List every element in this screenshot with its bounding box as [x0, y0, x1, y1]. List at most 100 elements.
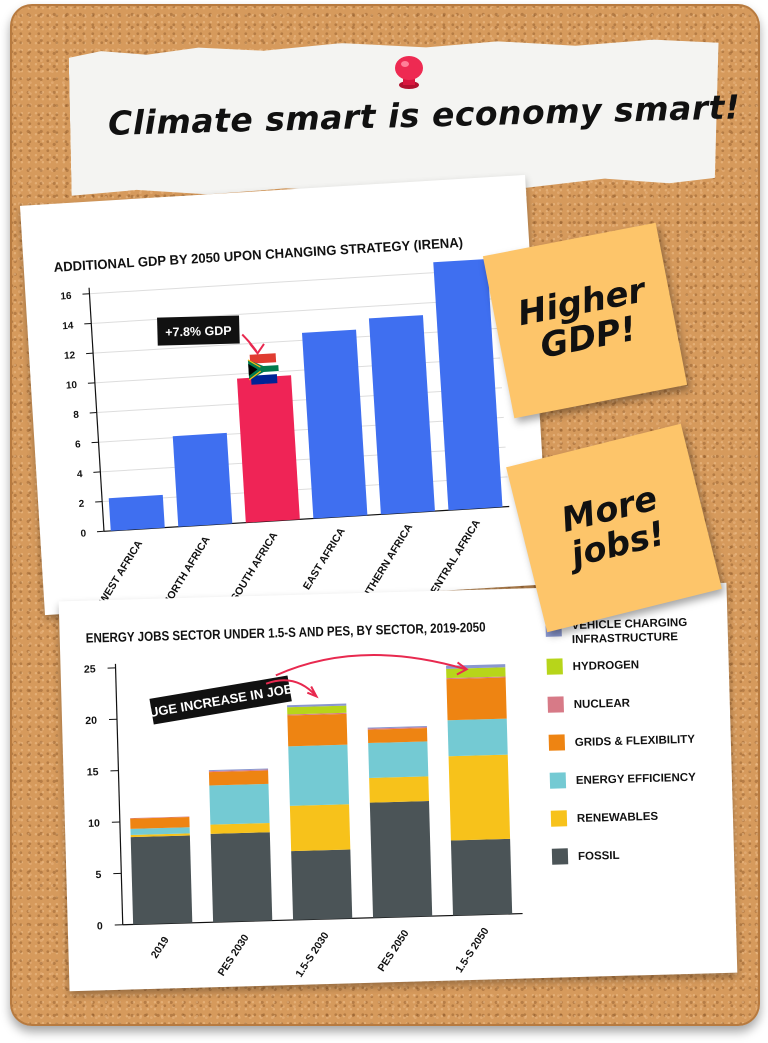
jobs-legend-label: GRIDS & FLEXIBILITY: [575, 734, 696, 749]
jobs-legend-swatch: [547, 696, 564, 713]
jobs-category-label: 2019: [149, 934, 172, 960]
jobs-bar-segment: [210, 822, 270, 834]
flag-black-triangle: [248, 363, 258, 376]
gdp-gridline: [96, 387, 502, 414]
gdp-ytick-label: 8: [73, 410, 80, 421]
jobs-category-label: 1.5-S 2030: [293, 930, 331, 980]
jobs-ytick-label: 10: [88, 818, 100, 830]
gdp-bar: [368, 315, 435, 515]
jobs-bar-segment: [209, 783, 270, 825]
jobs-category-label: PES 2050: [376, 928, 412, 974]
jobs-bar-segment: [446, 677, 507, 721]
gdp-y-axis: [88, 287, 105, 532]
jobs-bar-segment: [210, 832, 273, 923]
jobs-legend-label: NUCLEAR: [574, 697, 631, 711]
jobs-bar-segment: [288, 744, 350, 806]
gdp-ytick-label: 10: [66, 380, 78, 392]
jobs-bar-segment: [287, 712, 347, 716]
jobs-legend-swatch: [550, 810, 568, 827]
jobs-legend-swatch: [546, 658, 563, 675]
jobs-bar-segment: [130, 833, 190, 838]
gdp-gridline: [100, 446, 506, 473]
jobs-arrowhead: [306, 686, 319, 699]
jobs-bar-segment: [289, 804, 351, 852]
jobs-bar-segment: [450, 838, 513, 916]
gdp-chart-card: ADDITIONAL GDP BY 2050 UPON CHANGING STR…: [19, 174, 551, 616]
jobs-bar-segment: [446, 667, 506, 679]
jobs-ytick-label: 20: [85, 715, 97, 727]
gdp-gridline: [98, 416, 504, 443]
jobs-legend-label: VEHICLE CHARGING: [571, 617, 687, 632]
jobs-legend-label: FOSSIL: [578, 850, 620, 863]
gdp-ytick-label: 12: [64, 350, 76, 362]
south-africa-flag-icon: [247, 353, 279, 385]
jobs-legend-label: INFRASTRUCTURE: [572, 631, 679, 646]
gdp-bar: [302, 329, 368, 519]
jobs-bar-segment: [369, 801, 433, 918]
gdp-ytick-label: 4: [77, 469, 84, 480]
gdp-ytick-label: 6: [75, 439, 82, 450]
jobs-ytick-label: 0: [97, 920, 103, 932]
push-pin-icon: [395, 56, 423, 89]
gdp-gridline: [93, 327, 499, 354]
gdp-bar: [108, 494, 165, 531]
jobs-bar-segment: [367, 725, 427, 729]
jobs-ytick-label: 25: [84, 663, 96, 675]
gdp-bar: [237, 375, 300, 523]
jobs-legend-swatch: [551, 848, 569, 865]
jobs-legend-swatch: [548, 734, 566, 751]
gdp-annotation-box: [157, 315, 240, 346]
jobs-legend-label: RENEWABLES: [577, 811, 659, 825]
flag-blue-band: [250, 374, 278, 385]
jobs-ytick-label: 5: [95, 869, 101, 881]
gdp-gridline: [89, 268, 495, 295]
jobs-legend-label: ENERGY EFFICIENCY: [576, 772, 697, 787]
jobs-bar-segment: [291, 849, 353, 920]
jobs-legend-swatch: [549, 772, 567, 789]
jobs-bar-segment: [130, 816, 190, 829]
jobs-arrowhead: [456, 661, 469, 676]
jobs-category-label: 1.5-S 2050: [453, 925, 491, 975]
gdp-category-label: SOUTH AFRICA: [229, 530, 281, 604]
jobs-bar-segment: [208, 770, 269, 786]
gdp-x-axis: [103, 505, 510, 532]
jobs-bar-segment: [367, 727, 427, 730]
jobs-bar-segment: [446, 676, 506, 680]
jobs-bar-segment: [369, 776, 430, 803]
flag-red-band: [249, 353, 277, 364]
jobs-annotation-arrow: [275, 654, 467, 677]
gdp-ytick-label: 2: [78, 499, 85, 510]
gdp-category-label: WEST AFRICA: [97, 538, 145, 606]
gdp-chart: ADDITIONAL GDP BY 2050 UPON CHANGING STR…: [53, 235, 510, 614]
jobs-category-label: PES 2030: [216, 932, 252, 978]
jobs-legend-label: HYDROGEN: [573, 659, 640, 673]
jobs-bar-segment: [287, 703, 347, 708]
jobs-bar-segment: [130, 835, 193, 925]
flag-gold-edge: [247, 359, 262, 381]
gdp-bar: [433, 258, 503, 511]
jobs-bar-segment: [287, 705, 347, 715]
jobs-chart-title: ENERGY JOBS SECTOR UNDER 1.5-S AND PES, …: [86, 619, 486, 645]
jobs-bar-segment: [287, 713, 348, 747]
jobs-bar-segment: [130, 816, 190, 819]
jobs-chart-card: ENERGY JOBS SECTOR UNDER 1.5-S AND PES, …: [58, 582, 738, 992]
gdp-ytick-label: 14: [62, 321, 74, 333]
jobs-bar-segment: [447, 718, 508, 757]
gdp-chart-title: ADDITIONAL GDP BY 2050 UPON CHANGING STR…: [53, 235, 463, 275]
gdp-gridline: [94, 357, 501, 384]
gdp-gridline: [102, 476, 508, 503]
jobs-chart: ENERGY JOBS SECTOR UNDER 1.5-S AND PES, …: [84, 617, 697, 980]
jobs-bar-segment: [448, 754, 511, 841]
jobs-bar-segment: [130, 827, 190, 836]
sticky-note-higher-gdp: Higher GDP!: [482, 222, 688, 419]
gdp-annotation-text: +7.8% GDP: [165, 324, 232, 340]
gdp-arrowhead: [249, 343, 265, 355]
jobs-bar-segment: [208, 768, 269, 772]
jobs-ytick-label: 15: [87, 766, 99, 778]
jobs-annotation-arrow: [265, 679, 318, 698]
jobs-y-axis: [114, 663, 124, 925]
gdp-category-label: EAST AFRICA: [301, 526, 348, 592]
jobs-annotation-box: [149, 675, 292, 725]
jobs-bar-segment: [367, 728, 428, 744]
gdp-ytick-label: 0: [80, 528, 87, 539]
